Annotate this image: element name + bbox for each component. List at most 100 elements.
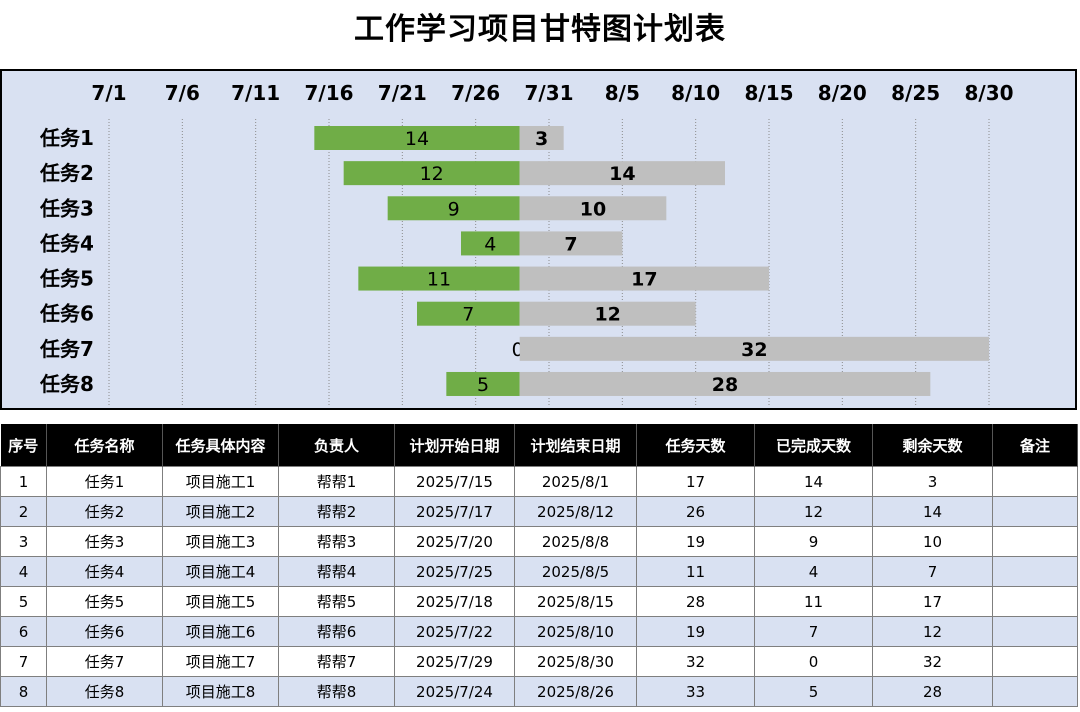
table-cell: 帮帮2 bbox=[278, 496, 395, 527]
completed-bar bbox=[446, 371, 520, 396]
y-category-label: 任务4 bbox=[39, 231, 94, 255]
table-cell: 11 bbox=[754, 586, 873, 617]
table-cell: 4 bbox=[754, 556, 873, 587]
table-cell bbox=[992, 616, 1078, 647]
remaining-data-label: 28 bbox=[712, 374, 738, 396]
table-cell: 3 bbox=[872, 466, 993, 497]
table-row: 3 任务3 项目施工3 帮帮3 2025/7/20 2025/8/8 19 9 10 bbox=[0, 526, 1078, 557]
table-cell: 28 bbox=[872, 676, 993, 707]
table-header-cell: 备注 bbox=[992, 424, 1078, 467]
table-cell: 2025/8/30 bbox=[514, 646, 637, 677]
remaining-bar bbox=[519, 336, 989, 361]
table-cell: 2025/7/20 bbox=[394, 526, 515, 557]
table-cell: 任务2 bbox=[46, 496, 163, 527]
table-cell: 32 bbox=[636, 646, 755, 677]
table-cell: 33 bbox=[636, 676, 755, 707]
table-header-cell: 任务具体内容 bbox=[162, 424, 279, 467]
y-category-label: 任务6 bbox=[39, 302, 94, 326]
remaining-data-label: 17 bbox=[631, 269, 657, 291]
table-cell: 2 bbox=[0, 496, 47, 527]
x-tick-label: 7/26 bbox=[451, 81, 500, 105]
remaining-bar bbox=[519, 231, 623, 256]
table-header-cell: 负责人 bbox=[278, 424, 395, 467]
table-cell: 2025/7/24 bbox=[394, 676, 515, 707]
table-cell: 7 bbox=[0, 646, 47, 677]
remaining-bar bbox=[519, 301, 696, 326]
table-cell bbox=[992, 556, 1078, 587]
table-cell: 帮帮7 bbox=[278, 646, 395, 677]
table-cell: 1 bbox=[0, 466, 47, 497]
table-cell: 8 bbox=[0, 676, 47, 707]
completed-bar bbox=[417, 301, 520, 326]
page-title: 工作学习项目甘特图计划表 bbox=[354, 12, 726, 47]
table-cell: 14 bbox=[872, 496, 993, 527]
table-cell: 7 bbox=[872, 556, 993, 587]
remaining-data-label: 7 bbox=[564, 233, 577, 255]
table-header-row: 序号 任务名称 任务具体内容 负责人 计划开始日期 计划结束日期 任务天数 已完成天数 剩余天数… bbox=[0, 424, 1078, 467]
table-cell: 项目施工5 bbox=[162, 586, 279, 617]
x-tick-label: 7/16 bbox=[304, 81, 353, 105]
table-cell: 14 bbox=[754, 466, 873, 497]
x-tick-label: 8/20 bbox=[818, 81, 867, 105]
y-category-label: 任务3 bbox=[39, 196, 94, 220]
x-tick-label: 8/25 bbox=[891, 81, 940, 105]
table-cell: 19 bbox=[636, 526, 755, 557]
completed-data-label: 11 bbox=[427, 269, 451, 291]
completed-data-label: 14 bbox=[405, 128, 429, 150]
table-cell: 项目施工3 bbox=[162, 526, 279, 557]
table-cell bbox=[992, 676, 1078, 707]
completed-data-label: 12 bbox=[420, 163, 444, 185]
table-cell: 2025/7/18 bbox=[394, 586, 515, 617]
table-cell: 帮帮3 bbox=[278, 526, 395, 557]
table-row: 7 任务7 项目施工7 帮帮7 2025/7/29 2025/8/30 32 0 32 bbox=[0, 646, 1078, 677]
x-tick-label: 8/15 bbox=[744, 81, 793, 105]
table-cell: 项目施工7 bbox=[162, 646, 279, 677]
table-cell: 2025/7/25 bbox=[394, 556, 515, 587]
completed-bar bbox=[387, 196, 520, 221]
table-cell: 17 bbox=[872, 586, 993, 617]
table-cell: 2025/8/15 bbox=[514, 586, 637, 617]
table-header-cell: 任务天数 bbox=[636, 424, 755, 467]
table-cell: 11 bbox=[636, 556, 755, 587]
table-row: 1 任务1 项目施工1 帮帮1 2025/7/15 2025/8/1 17 14 3 bbox=[0, 466, 1078, 497]
table-cell: 项目施工2 bbox=[162, 496, 279, 527]
gantt-chart: 7/1 7/6 7/11 7/16 7/21 7/26 7/31 8/5 8/10 8/15 8/2… bbox=[0, 69, 1077, 410]
remaining-data-label: 32 bbox=[741, 339, 767, 361]
table-header-cell: 序号 bbox=[0, 424, 47, 467]
x-tick-label: 8/5 bbox=[605, 81, 640, 105]
table-cell: 28 bbox=[636, 586, 755, 617]
table-cell: 0 bbox=[754, 646, 873, 677]
table-cell: 2025/8/8 bbox=[514, 526, 637, 557]
table-header-cell: 剩余天数 bbox=[872, 424, 993, 467]
table-row: 4 任务4 项目施工4 帮帮4 2025/7/25 2025/8/5 11 4 7 bbox=[0, 556, 1078, 587]
remaining-bar bbox=[519, 196, 667, 221]
table-cell: 6 bbox=[0, 616, 47, 647]
plan-table: 序号 任务名称 任务具体内容 负责人 计划开始日期 计划结束日期 任务天数 已完成天数 剩余天数… bbox=[0, 424, 1078, 707]
remaining-data-label: 12 bbox=[594, 304, 620, 326]
y-category-label: 任务5 bbox=[39, 267, 94, 291]
table-cell: 项目施工8 bbox=[162, 676, 279, 707]
table-cell bbox=[992, 586, 1078, 617]
x-tick-label: 7/31 bbox=[524, 81, 573, 105]
remaining-bar bbox=[519, 371, 931, 396]
table-cell: 26 bbox=[636, 496, 755, 527]
table-body: 1 任务1 项目施工1 帮帮1 2025/7/15 2025/8/1 17 14 3 2 任务2 项目… bbox=[0, 466, 1078, 707]
x-tick-label: 7/1 bbox=[91, 81, 126, 105]
table-cell: 2025/7/17 bbox=[394, 496, 515, 527]
table-cell: 项目施工4 bbox=[162, 556, 279, 587]
completed-bar bbox=[461, 231, 520, 256]
remaining-data-label: 14 bbox=[609, 163, 635, 185]
remaining-bar bbox=[519, 266, 769, 291]
remaining-data-label: 10 bbox=[580, 198, 606, 220]
completed-bar bbox=[343, 161, 520, 186]
completed-data-label: 7 bbox=[462, 304, 474, 326]
table-cell: 9 bbox=[754, 526, 873, 557]
table-cell: 10 bbox=[872, 526, 993, 557]
remaining-bar bbox=[519, 161, 725, 186]
table-cell bbox=[992, 526, 1078, 557]
table-cell: 19 bbox=[636, 616, 755, 647]
y-category-label: 任务8 bbox=[39, 372, 94, 396]
x-tick-label: 7/21 bbox=[378, 81, 427, 105]
table-cell: 帮帮4 bbox=[278, 556, 395, 587]
table-cell bbox=[992, 466, 1078, 497]
